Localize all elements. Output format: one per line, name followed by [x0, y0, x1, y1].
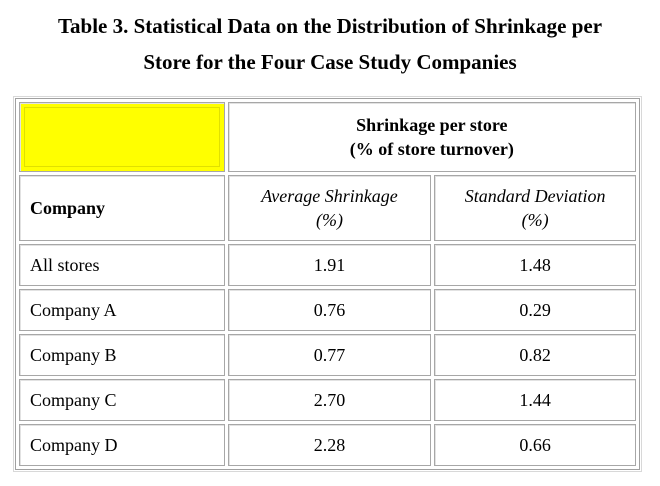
- company-column-header: Company: [19, 175, 225, 241]
- company-cell: Company C: [19, 379, 225, 421]
- table-row: Company A 0.76 0.29: [19, 289, 636, 331]
- company-cell: All stores: [19, 244, 225, 286]
- sd-cell: 0.82: [434, 334, 636, 376]
- average-cell: 0.77: [227, 334, 432, 376]
- average-cell: 0.76: [227, 289, 432, 331]
- average-cell: 1.91: [227, 244, 432, 286]
- average-cell: 2.28: [227, 424, 432, 466]
- table-row: All stores 1.91 1.48: [19, 244, 636, 286]
- average-header-line-2: (%): [315, 210, 343, 230]
- sd-cell: 1.48: [434, 244, 636, 286]
- header-row-group: Shrinkage per store (% of store turnover…: [19, 102, 636, 172]
- sd-cell: 0.29: [434, 289, 636, 331]
- average-header-line-1: Average Shrinkage: [261, 186, 398, 206]
- shrinkage-table: Shrinkage per store (% of store turnover…: [13, 96, 642, 472]
- header-row-columns: Company Average Shrinkage (%) Standard D…: [19, 175, 636, 241]
- table-row: Company B 0.77 0.82: [19, 334, 636, 376]
- company-cell: Company B: [19, 334, 225, 376]
- sd-column-header: Standard Deviation (%): [434, 175, 636, 241]
- table-caption: Table 3. Statistical Data on the Distrib…: [0, 8, 660, 80]
- table-row: Company D 2.28 0.66: [19, 424, 636, 466]
- sd-cell: 0.66: [434, 424, 636, 466]
- caption-line-2: Store for the Four Case Study Companies: [143, 50, 517, 74]
- group-header-line-1: Shrinkage per store: [356, 115, 508, 135]
- company-cell: Company D: [19, 424, 225, 466]
- shrinkage-group-header: Shrinkage per store (% of store turnover…: [227, 102, 636, 172]
- caption-line-1: Table 3. Statistical Data on the Distrib…: [57, 14, 603, 38]
- sd-header-line-1: Standard Deviation: [464, 186, 606, 206]
- company-cell: Company A: [19, 289, 225, 331]
- group-header-line-2: (% of store turnover): [349, 139, 514, 159]
- average-column-header: Average Shrinkage (%): [227, 175, 432, 241]
- table-row: Company C 2.70 1.44: [19, 379, 636, 421]
- sd-cell: 1.44: [434, 379, 636, 421]
- highlighted-empty-cell: [19, 102, 225, 172]
- sd-header-line-2: (%): [521, 210, 549, 230]
- average-cell: 2.70: [227, 379, 432, 421]
